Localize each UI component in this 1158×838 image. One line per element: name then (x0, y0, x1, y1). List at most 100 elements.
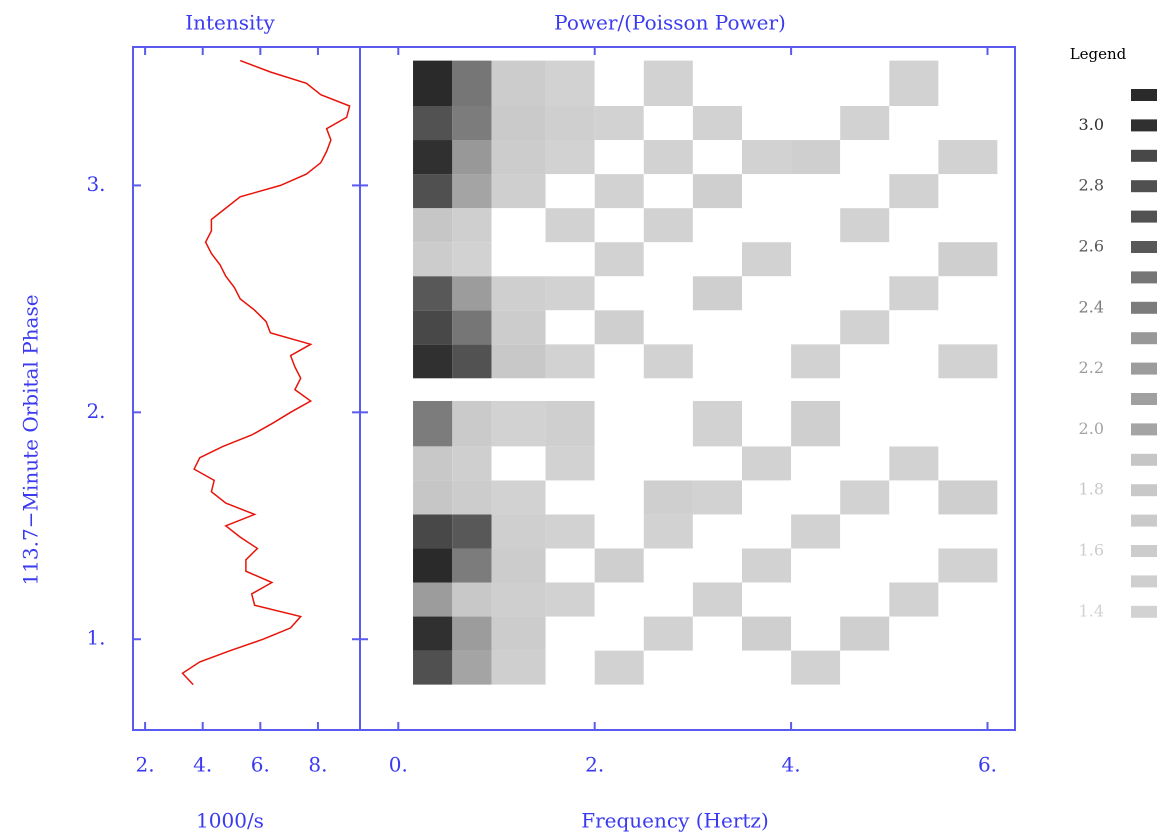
heat-cell (889, 344, 939, 379)
heat-cell (742, 650, 792, 685)
heat-cell (889, 276, 939, 311)
heat-cell (643, 582, 693, 617)
heat-cell (594, 60, 644, 106)
legend-swatch (1131, 393, 1157, 405)
heat-cell (791, 174, 841, 209)
heat-cell (413, 105, 453, 141)
heat-cell (938, 310, 998, 345)
heat-cell (643, 174, 693, 209)
heat-cell (791, 446, 841, 481)
heat-cell (692, 514, 743, 549)
heat-cell (889, 446, 939, 481)
heat-cell (840, 616, 890, 651)
legend-label: 2.4 (1079, 297, 1104, 316)
legend-title: Legend (1070, 45, 1127, 63)
heat-cell (491, 140, 546, 175)
heat-cell (692, 616, 743, 651)
heat-cell (742, 582, 792, 617)
left-x-label: 1000/s (196, 809, 264, 833)
heat-cell (413, 242, 453, 277)
x-tick-label: 2. (585, 753, 604, 777)
legend-label: 3.0 (1079, 115, 1104, 134)
legend-swatch (1131, 119, 1157, 132)
x-tick-label: 0. (389, 753, 408, 777)
legend-swatch (1131, 271, 1157, 284)
heat-cell (594, 446, 644, 481)
legend-swatch (1131, 484, 1157, 497)
heat-cell (413, 514, 453, 549)
heat-cell (452, 446, 492, 481)
right-x-label: Frequency (Hertz) (581, 809, 769, 833)
heat-cell (791, 276, 841, 311)
heat-cell (545, 344, 595, 379)
heat-cell (452, 310, 492, 345)
heat-cell (594, 548, 644, 583)
heat-cell (692, 446, 743, 481)
legend-label: 2.8 (1079, 176, 1104, 195)
heat-cell (791, 480, 841, 515)
heat-cell (413, 140, 453, 175)
heat-cell (545, 208, 595, 243)
heat-cell (889, 310, 939, 345)
heat-cell (545, 140, 595, 175)
heat-cell (692, 60, 743, 106)
heat-cell (491, 60, 546, 106)
heat-cell (889, 650, 939, 685)
heat-cell (491, 480, 546, 515)
heat-cell (594, 242, 644, 277)
heat-cell (643, 276, 693, 311)
heat-cell (594, 616, 644, 651)
heat-cell (889, 105, 939, 141)
heat-cell (692, 310, 743, 345)
heat-cell (545, 616, 595, 651)
heat-cell (938, 548, 998, 583)
heat-cell (840, 276, 890, 311)
heat-cell (452, 105, 492, 141)
heat-cell (742, 514, 792, 549)
heat-cell (643, 60, 693, 106)
heat-cell (692, 400, 743, 447)
heat-cell (491, 344, 546, 379)
heat-cell (791, 514, 841, 549)
heat-cell (938, 174, 998, 209)
heat-cell (413, 650, 453, 685)
heat-cell (840, 105, 890, 141)
heat-cell (840, 310, 890, 345)
heat-cell (594, 276, 644, 311)
heat-cell (791, 242, 841, 277)
legend-swatch (1131, 180, 1157, 193)
heat-cell (938, 514, 998, 549)
legend-swatch (1131, 241, 1157, 253)
legend-swatch (1131, 89, 1157, 101)
heat-cell (692, 480, 743, 515)
heat-cell (452, 276, 492, 311)
heat-cell (791, 650, 841, 685)
heat-cell (452, 548, 492, 583)
heat-cell (791, 548, 841, 583)
heat-cell (692, 276, 743, 311)
legend-label: 2.2 (1079, 358, 1104, 377)
heat-cell (594, 400, 644, 447)
heat-cell (692, 242, 743, 277)
heat-cell (938, 400, 998, 447)
heat-cell (938, 344, 998, 379)
heat-cell (742, 446, 792, 481)
heat-cell (742, 174, 792, 209)
heat-cell (491, 446, 546, 481)
heat-cell (889, 174, 939, 209)
heat-cell (594, 140, 644, 175)
heat-cell (791, 616, 841, 651)
heat-cell (791, 582, 841, 617)
heat-cell (413, 446, 453, 481)
heat-cell (643, 616, 693, 651)
heat-cell (742, 344, 792, 379)
heat-cell (452, 480, 492, 515)
heat-cell (491, 400, 546, 447)
heat-cell (840, 174, 890, 209)
heat-cell (452, 344, 492, 379)
heat-cell (889, 582, 939, 617)
legend-label: 1.8 (1079, 480, 1104, 499)
legend-swatch (1131, 605, 1157, 618)
heat-cell (643, 480, 693, 515)
left-title: Intensity (185, 11, 275, 35)
